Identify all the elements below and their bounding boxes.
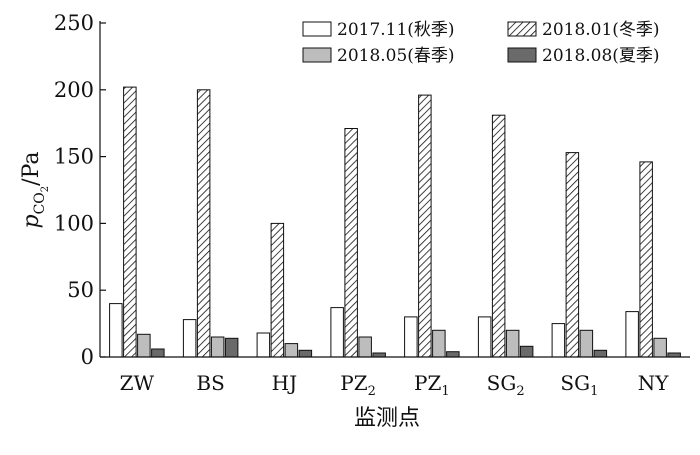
y-tick-label-100: 100 [54,211,94,235]
legend: 2017.11(秋季) 2018.01(冬季) 2018.05(春季) 2018.08… [302,20,660,66]
bar-pz2-series-2 [344,128,358,358]
bar-sg2-series-2 [491,114,506,358]
bar-zw-series-2 [123,86,137,358]
x-tick-label-ny: NY [638,371,670,395]
bar-ny-series-1 [625,311,639,358]
x-tick-label-bs: BS [196,371,224,395]
y-axis-label: pCO2/Pa [19,151,51,228]
bar-hj-series-3 [284,343,299,358]
x-tick-label-pz1: PZ1 [414,371,450,399]
axes: 0 50 100 150 200 250 ZW BS HJ PZ2 PZ1 SG2 SG1 NY [54,11,690,399]
y-tick-label-250: 250 [54,11,94,35]
bar-pz1-series-3 [432,329,446,358]
bar-ny-series-3 [653,337,667,358]
x-axis-label: 监测点 [354,406,420,431]
bar-sg1-series-3 [579,329,594,358]
y-tick-label-50: 50 [67,278,94,302]
bar-zw-series-3 [137,333,151,358]
legend-label-3: 2018.05(春季) [337,46,455,66]
bar-sg1-series-4 [593,349,608,358]
legend-swatch-1 [302,21,332,37]
bar-zw-series-1 [109,303,123,358]
bar-sg2-series-3 [505,329,520,358]
bar-pz1-series-2 [418,94,432,358]
plot-area [109,86,681,358]
x-tick-label-pz2: PZ2 [340,371,376,399]
bar-hj-series-4 [298,349,313,358]
bar-bs-series-2 [196,89,211,358]
bar-bs-series-4 [224,337,239,358]
x-tick-label-zw: ZW [120,371,155,395]
bar-bs-series-1 [182,319,197,358]
bar-zw-series-4 [151,348,165,358]
bar-sg2-series-1 [477,316,492,358]
x-tick-label-sg1: SG1 [560,371,598,399]
y-tick-label-0: 0 [81,345,94,369]
bar-ny-series-2 [639,161,653,358]
legend-swatch-4 [507,47,537,63]
bar-pz2-series-3 [358,336,372,358]
bar-hj-series-2 [270,222,285,358]
x-tick-label-sg2: SG2 [487,371,525,399]
bar-sg1-series-1 [551,323,566,358]
legend-swatch-2 [507,21,537,37]
legend-label-1: 2017.11(秋季) [337,20,455,40]
x-tick-label-hj: HJ [272,371,297,395]
legend-label-4: 2018.08(夏季) [542,46,660,66]
bar-sg1-series-2 [565,152,580,358]
y-tick-label-200: 200 [54,78,94,102]
bar-pz2-series-1 [330,307,344,358]
bar-hj-series-1 [256,332,271,358]
legend-label-2: 2018.01(冬季) [542,20,660,40]
bar-pz1-series-4 [446,351,460,358]
axis-labels: pCO2/Pa 监测点 [19,151,420,431]
y-tick-label-150: 150 [54,145,94,169]
legend-swatch-3 [302,47,332,63]
bar-sg2-series-4 [519,345,534,358]
bar-bs-series-3 [210,336,225,358]
bar-pz1-series-1 [404,316,418,358]
